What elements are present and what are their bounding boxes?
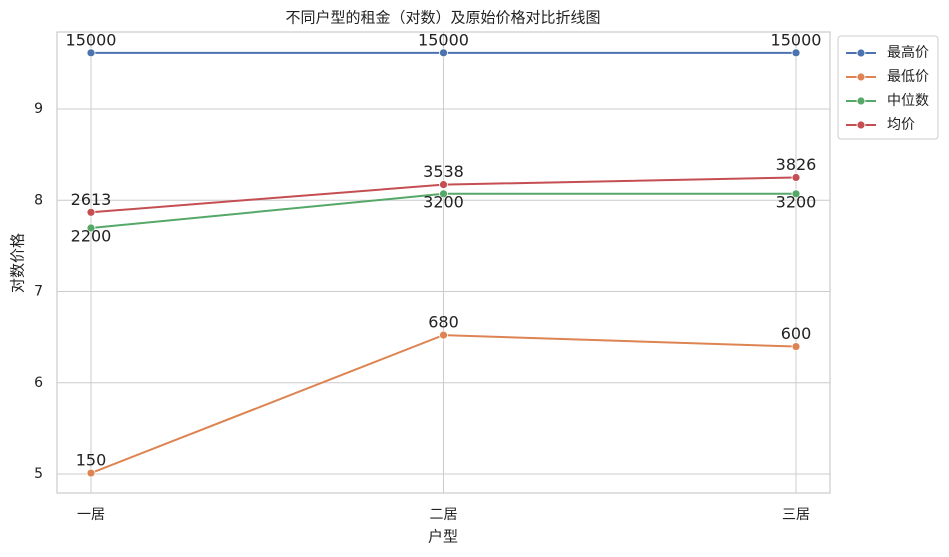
data-label: 15000 — [771, 30, 822, 49]
data-label: 150 — [76, 451, 107, 470]
legend-marker — [856, 72, 866, 82]
y-tick-label: 9 — [34, 101, 43, 117]
data-label: 600 — [781, 324, 812, 343]
data-point — [791, 48, 801, 58]
chart-title: 不同户型的租金（对数）及原始价格对比折线图 — [285, 9, 600, 27]
y-tick-label: 7 — [34, 284, 43, 300]
data-point — [439, 48, 448, 58]
x-tick-label: 二居 — [430, 507, 458, 523]
data-label: 2200 — [71, 226, 112, 245]
legend-label: 最高价 — [887, 44, 929, 61]
data-point — [86, 48, 96, 58]
data-point — [86, 223, 96, 233]
data-label: 3200 — [776, 192, 817, 211]
data-label: 15000 — [418, 30, 469, 49]
legend-label: 均价 — [887, 117, 915, 133]
x-tick-label: 一居 — [77, 507, 105, 523]
data-point — [791, 173, 801, 182]
data-label: 680 — [428, 313, 459, 332]
data-point — [791, 189, 801, 199]
data-point — [86, 207, 96, 217]
legend-label: 中位数 — [887, 93, 929, 109]
y-axis-label: 对数价格 — [9, 233, 27, 293]
x-axis-label: 户型 — [428, 528, 458, 546]
legend-marker — [856, 120, 866, 130]
plot-frame — [56, 31, 831, 494]
data-label: 3200 — [423, 192, 464, 211]
data-label: 3826 — [776, 155, 817, 174]
y-tick-label: 5 — [34, 466, 43, 482]
legend-marker — [856, 48, 866, 58]
data-point — [791, 342, 801, 351]
data-point — [439, 180, 448, 190]
data-point — [439, 330, 448, 340]
y-tick-label: 6 — [34, 375, 43, 391]
data-point — [439, 189, 448, 199]
legend-box — [837, 35, 939, 140]
legend-label: 最低价 — [887, 69, 929, 85]
data-point — [86, 468, 96, 478]
legend-marker — [856, 96, 866, 106]
data-label: 3538 — [423, 162, 464, 181]
data-label: 2613 — [71, 190, 112, 209]
y-tick-label: 8 — [34, 192, 43, 208]
x-tick-label: 三居 — [782, 507, 810, 523]
data-label: 15000 — [66, 30, 117, 49]
